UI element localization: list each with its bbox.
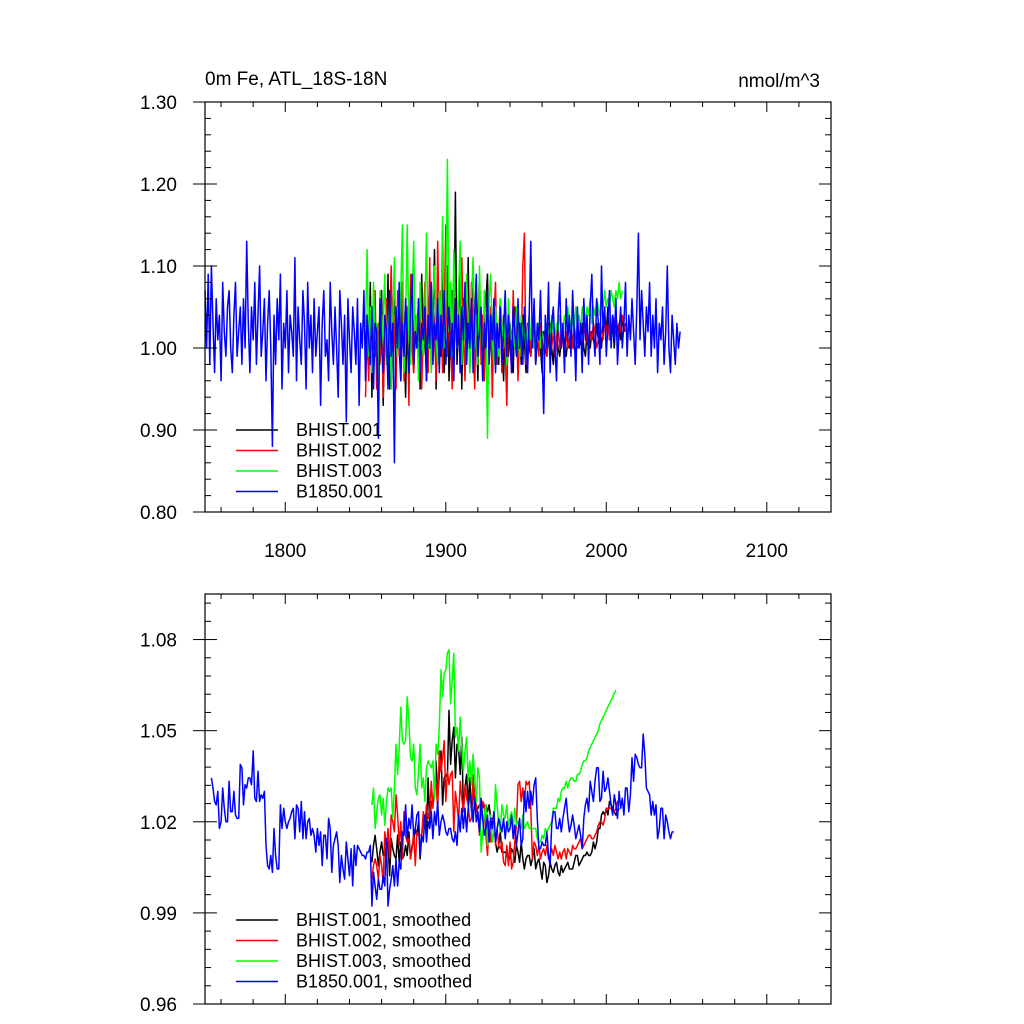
- series-line-3: [204, 232, 681, 464]
- legend-label: B1850.001, smoothed: [296, 972, 472, 992]
- y-tick-label: 0.90: [140, 421, 177, 442]
- y-tick-label: 1.08: [140, 631, 177, 652]
- bottom-plot-frame: [204, 593, 832, 1005]
- y-tick-label: 1.10: [140, 257, 177, 278]
- x-tick-label: 1800: [264, 541, 306, 562]
- chart-title: 0m Fe, ATL_18S-18N: [205, 69, 387, 90]
- bottom-axes: 0.96 0.99 1.02 1.05 1.08: [140, 594, 831, 1016]
- x-tick-label: 1900: [425, 541, 467, 562]
- y-tick-label: 1.00: [140, 339, 177, 360]
- series-line-2: [364, 158, 624, 439]
- top-plot-frame: [204, 101, 832, 513]
- legend-label: BHIST.001: [296, 420, 382, 440]
- y-tick-label: 0.99: [140, 904, 177, 925]
- y-tick-label: 1.30: [140, 93, 177, 114]
- legend-label: BHIST.002: [296, 441, 382, 461]
- series-line-1: [371, 740, 620, 884]
- series-line-2: [371, 648, 617, 853]
- top-panel: 0m Fe, ATL_18S-18N nmol/m^3 1800 1900 2000…: [140, 69, 832, 562]
- legend-label: BHIST.003, smoothed: [296, 951, 471, 971]
- x-tick-label: 2100: [746, 541, 788, 562]
- bottom-panel: 0.96 0.99 1.02 1.05 1.08 BHIST.001, smoothed…: [140, 593, 832, 1016]
- y-tick-label: 1.05: [140, 722, 177, 743]
- y-tick-label: 0.80: [140, 503, 177, 524]
- top-axes: 1800 1900 2000 2100 0.80 0.90 1.00 1.10 1.20 1.30: [140, 93, 831, 562]
- y-tick-label: 0.96: [140, 995, 177, 1016]
- bottom-series-group: [210, 648, 674, 907]
- legend-label: BHIST.003: [296, 461, 382, 481]
- legend-label: BHIST.002, smoothed: [296, 931, 471, 951]
- units-label: nmol/m^3: [738, 71, 820, 92]
- series-line-3: [210, 733, 674, 907]
- top-series-group: [204, 158, 681, 464]
- legend-label: BHIST.001, smoothed: [296, 910, 471, 930]
- y-tick-label: 1.02: [140, 813, 177, 834]
- x-tick-label: 2000: [585, 541, 627, 562]
- legend-label: B1850.001: [296, 482, 383, 502]
- y-tick-label: 1.20: [140, 175, 177, 196]
